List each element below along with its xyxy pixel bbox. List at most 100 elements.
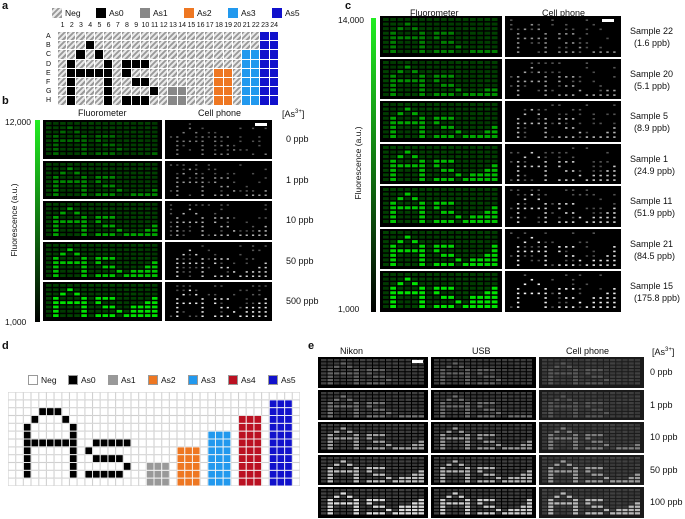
well-spot: [399, 401, 405, 404]
well-spot: [137, 301, 144, 305]
well-spot: [405, 359, 411, 362]
well-spot: [440, 427, 446, 430]
well-spot: [88, 301, 94, 305]
well-spot: [554, 437, 560, 440]
well-spot: [366, 469, 372, 473]
well-spot: [470, 130, 476, 134]
well-spot: [610, 437, 616, 440]
well-spot: [542, 469, 548, 473]
well-spot: [520, 459, 526, 463]
well-spot: [334, 378, 340, 382]
well-spot: [613, 301, 616, 304]
well-spot: [599, 259, 602, 261]
well-spot: [67, 139, 73, 143]
well-spot: [74, 288, 80, 292]
well-spot: [334, 427, 340, 430]
well-spot: [477, 49, 483, 53]
well-spot: [495, 476, 502, 479]
well-spot: [458, 362, 464, 365]
well-spot: [579, 456, 585, 459]
well-spot: [520, 411, 526, 414]
well-spot: [426, 45, 433, 49]
well-spot: [585, 146, 589, 149]
well-spot: [53, 265, 59, 268]
well-spot: [366, 505, 372, 508]
well-spot: [144, 296, 151, 300]
well-spot: [544, 37, 547, 40]
well-spot: [404, 273, 411, 277]
well-spot: [558, 136, 561, 138]
well-image: [46, 203, 158, 236]
grid-cell: [69, 415, 78, 424]
well-spot: [81, 162, 87, 166]
grid-cell: [177, 407, 185, 416]
well-spot: [390, 300, 396, 304]
grid-cell: [77, 399, 85, 408]
well-spot: [489, 368, 495, 372]
well-spot: [578, 263, 582, 266]
well-spot: [144, 273, 151, 277]
well-spot: [458, 375, 464, 378]
well-spot: [220, 189, 223, 192]
well-spot: [379, 489, 385, 492]
well-spot: [412, 394, 418, 398]
well-spot: [464, 440, 471, 443]
well-spot: [116, 247, 123, 251]
well-spot: [116, 305, 123, 309]
well-spot: [60, 162, 66, 166]
well-spot: [226, 217, 229, 219]
well-spot: [390, 197, 396, 201]
well-spot: [214, 315, 217, 317]
well-spot: [60, 147, 66, 151]
plate-well: [104, 78, 113, 87]
well-spot: [537, 23, 540, 26]
well-spot: [397, 244, 404, 248]
well-spot: [245, 315, 248, 317]
well-spot: [390, 40, 396, 44]
well-spot: [201, 176, 204, 179]
well-spot: [440, 433, 446, 437]
legend-a: Neg As0 As1 As2 As3 As5: [52, 7, 342, 19]
well-spot: [239, 315, 242, 317]
well-spot: [526, 466, 532, 469]
well-spot: [585, 411, 591, 414]
plate-col-9: 9: [134, 22, 139, 29]
grid-cell: [138, 454, 147, 463]
well-spot: [591, 359, 597, 362]
well-image: [542, 456, 640, 482]
well-spot: [441, 87, 447, 91]
well-spot: [514, 459, 520, 463]
well-spot: [523, 274, 527, 276]
well-spot: [220, 262, 223, 264]
well-spot: [201, 181, 204, 183]
well-spot: [404, 121, 411, 125]
well-spot: [495, 463, 502, 466]
well-spot: [130, 171, 137, 174]
well-spot: [390, 83, 396, 87]
well-spot: [195, 204, 198, 206]
well-spot: [201, 221, 204, 224]
well-spot: [462, 125, 469, 129]
grid-cell: [138, 462, 147, 471]
well-spot: [373, 463, 379, 466]
well-spot: [53, 207, 59, 211]
well-spot: [433, 192, 440, 196]
well-spot: [591, 401, 597, 404]
well-spot: [592, 306, 595, 308]
well-spot: [412, 87, 418, 91]
well-spot: [130, 188, 137, 192]
well-spot: [360, 502, 366, 505]
well-spot: [74, 301, 80, 305]
well-spot: [585, 33, 589, 35]
well-spot: [88, 247, 94, 251]
well-spot: [321, 394, 327, 398]
well-spot: [207, 136, 210, 138]
well-spot: [491, 121, 498, 125]
well-spot: [169, 136, 173, 138]
grid-cell: [15, 439, 24, 447]
well-spot: [433, 262, 440, 266]
well-spot: [347, 456, 353, 459]
well-spot: [405, 489, 411, 492]
well-spot: [433, 206, 440, 210]
well-spot: [360, 512, 366, 515]
